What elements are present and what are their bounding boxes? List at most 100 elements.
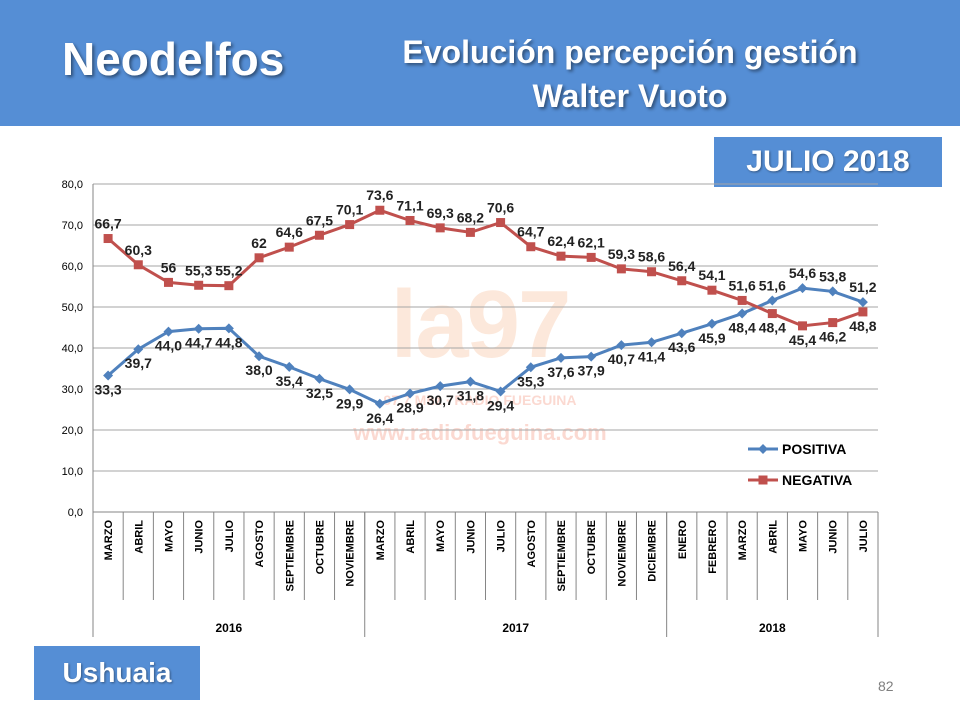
y-tick-label: 80,0 — [62, 179, 83, 191]
x-tick-label: MARZO — [737, 520, 749, 561]
data-label: 45,4 — [789, 332, 816, 348]
y-tick-label: 70,0 — [62, 220, 83, 232]
page-number: 82 — [878, 678, 894, 694]
positiva-marker — [435, 381, 446, 392]
y-tick-label: 30,0 — [62, 384, 83, 396]
data-label: 55,3 — [185, 262, 212, 278]
data-label: 39,7 — [125, 355, 152, 371]
positiva-marker — [193, 323, 204, 334]
data-label: 48,4 — [759, 320, 786, 336]
data-label: 48,8 — [849, 318, 876, 334]
positiva-marker — [223, 323, 234, 334]
positiva-marker — [586, 351, 597, 362]
y-tick-label: 60,0 — [62, 261, 83, 273]
y-tick-label: 0,0 — [68, 507, 83, 519]
negativa-marker — [284, 242, 294, 252]
negativa-marker — [707, 285, 717, 295]
data-label: 51,6 — [729, 277, 756, 293]
negativa-marker — [224, 281, 234, 291]
legend-label: POSITIVA — [782, 441, 846, 457]
negativa-marker — [435, 223, 445, 233]
x-tick-label: JUNIO — [828, 520, 840, 554]
y-tick-label: 20,0 — [62, 425, 83, 437]
data-label: 64,7 — [517, 224, 544, 240]
data-label: 40,7 — [608, 351, 635, 367]
positiva-marker — [646, 337, 657, 348]
positiva-marker — [314, 373, 325, 384]
y-tick-label: 10,0 — [62, 466, 83, 478]
positiva-marker — [827, 286, 838, 297]
data-label: 33,3 — [94, 381, 121, 397]
data-label: 70,1 — [336, 202, 363, 218]
negativa-marker — [858, 307, 868, 317]
data-label: 54,1 — [698, 267, 725, 283]
series-line-positiva — [107, 286, 864, 406]
negativa-marker — [345, 220, 355, 230]
data-label: 26,4 — [366, 410, 393, 426]
negativa-marker — [526, 242, 536, 252]
watermark: la97 97.7 Mhz · RADIO FUEGUINA www.radio… — [300, 270, 660, 460]
slide-title-line1: Evolución percepción gestión — [402, 34, 858, 70]
data-label: 35,3 — [517, 373, 544, 389]
negativa-marker — [737, 295, 747, 305]
data-label: 64,6 — [276, 224, 303, 240]
x-tick-label: AGOSTO — [254, 520, 266, 568]
negativa-marker — [314, 230, 324, 240]
y-tick-label: 50,0 — [62, 302, 83, 314]
x-tick-label: ENERO — [677, 520, 689, 560]
positiva-marker — [465, 376, 476, 387]
data-label: 66,7 — [94, 216, 121, 232]
positiva-marker — [525, 362, 536, 373]
positiva-marker — [344, 384, 355, 395]
data-label: 53,8 — [819, 268, 846, 284]
positiva-marker — [555, 352, 566, 363]
data-label: 69,3 — [427, 205, 454, 221]
negativa-marker — [647, 267, 657, 277]
data-label: 41,4 — [638, 348, 665, 364]
data-label: 43,6 — [668, 339, 695, 355]
negativa-marker — [133, 260, 143, 270]
data-label: 44,8 — [215, 334, 242, 350]
city-badge: Ushuaia — [34, 646, 200, 700]
positiva-marker — [857, 297, 868, 308]
x-tick-label: NOVIEMBRE — [345, 520, 357, 587]
x-tick-label: MAYO — [435, 520, 447, 552]
positiva-marker — [374, 398, 385, 409]
year-label: 2018 — [759, 621, 786, 635]
positiva-marker — [284, 361, 295, 372]
data-label: 62,4 — [547, 233, 574, 249]
x-tick-label: MAYO — [798, 520, 810, 552]
x-tick-label: JULIO — [224, 520, 236, 553]
x-tick-label: ABRIL — [767, 520, 779, 554]
x-tick-label: DICIEMBRE — [647, 520, 659, 582]
x-tick-label: FEBRERO — [707, 520, 719, 574]
slide-title: Evolución percepción gestión Walter Vuot… — [360, 30, 900, 118]
positiva-marker — [103, 370, 114, 381]
data-label: 68,2 — [457, 209, 484, 225]
data-label: 30,7 — [427, 392, 454, 408]
data-label: 31,8 — [457, 388, 484, 404]
positiva-marker — [163, 326, 174, 337]
x-tick-label: SEPTIEMBRE — [284, 520, 296, 592]
positiva-marker — [797, 283, 808, 294]
data-label: 51,2 — [849, 279, 876, 295]
data-label: 56 — [161, 259, 177, 275]
year-label: 2017 — [502, 621, 529, 635]
data-label: 55,2 — [215, 263, 242, 279]
header-banner: Neodelfos Evolución percepción gestión W… — [0, 0, 960, 126]
legend-marker-positiva — [758, 444, 768, 454]
data-label: 51,6 — [759, 277, 786, 293]
data-label: 38,0 — [245, 362, 272, 378]
negativa-marker — [465, 227, 475, 237]
positiva-marker — [133, 344, 144, 355]
x-tick-label: JUNIO — [465, 520, 477, 554]
positiva-marker — [405, 388, 416, 399]
watermark-logo: la97 — [390, 271, 572, 378]
x-tick-label: SEPTIEMBRE — [556, 520, 568, 592]
x-tick-label: JULIO — [858, 520, 870, 553]
y-tick-label: 40,0 — [62, 343, 83, 355]
negativa-marker — [616, 264, 626, 274]
watermark-url: www.radiofueguina.com — [353, 420, 607, 445]
x-tick-label: MARZO — [103, 520, 115, 561]
data-label: 44,7 — [185, 335, 212, 351]
